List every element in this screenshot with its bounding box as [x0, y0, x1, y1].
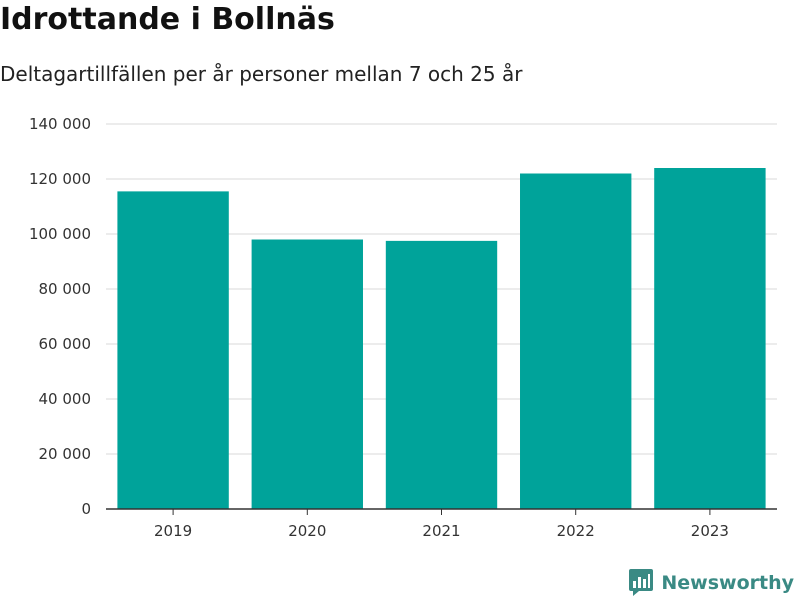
y-axis-ticks: 0 20 000 40 000 60 000 80 000 100 000 120 000 1… [29, 115, 91, 518]
bar-2022 [520, 173, 632, 509]
x-tick-label: 2019 [154, 522, 192, 540]
x-tick-label: 2020 [288, 522, 326, 540]
x-tick-label: 2021 [422, 522, 460, 540]
x-tick-label: 2022 [557, 522, 595, 540]
x-tick-label: 2023 [691, 522, 729, 540]
brand-logo: Newsworthy [629, 569, 794, 596]
y-tick-label: 60 000 [39, 335, 92, 353]
chart-subtitle: Deltagartillfällen per år personer mella… [0, 62, 523, 86]
y-tick-label: 140 000 [29, 115, 91, 133]
y-tick-label: 40 000 [39, 390, 92, 408]
bar-2019 [117, 191, 229, 509]
y-tick-label: 20 000 [39, 445, 92, 463]
y-tick-label: 100 000 [29, 225, 91, 243]
y-tick-label: 80 000 [39, 280, 92, 298]
y-tick-label: 120 000 [29, 170, 91, 188]
bar-chart: 0 20 000 40 000 60 000 80 000 100 000 120 000 1… [29, 115, 777, 540]
brand-name: Newsworthy [661, 571, 794, 594]
chart-title: Idrottande i Bollnäs [0, 2, 335, 37]
y-tick-label: 0 [81, 500, 91, 518]
newsworthy-logo-icon [629, 569, 654, 596]
bar-2020 [251, 239, 363, 509]
x-axis-ticks: 2019 2020 2021 2022 2023 [154, 509, 729, 540]
bar-2023 [654, 168, 766, 509]
bars [117, 168, 766, 509]
bar-2021 [385, 240, 498, 509]
